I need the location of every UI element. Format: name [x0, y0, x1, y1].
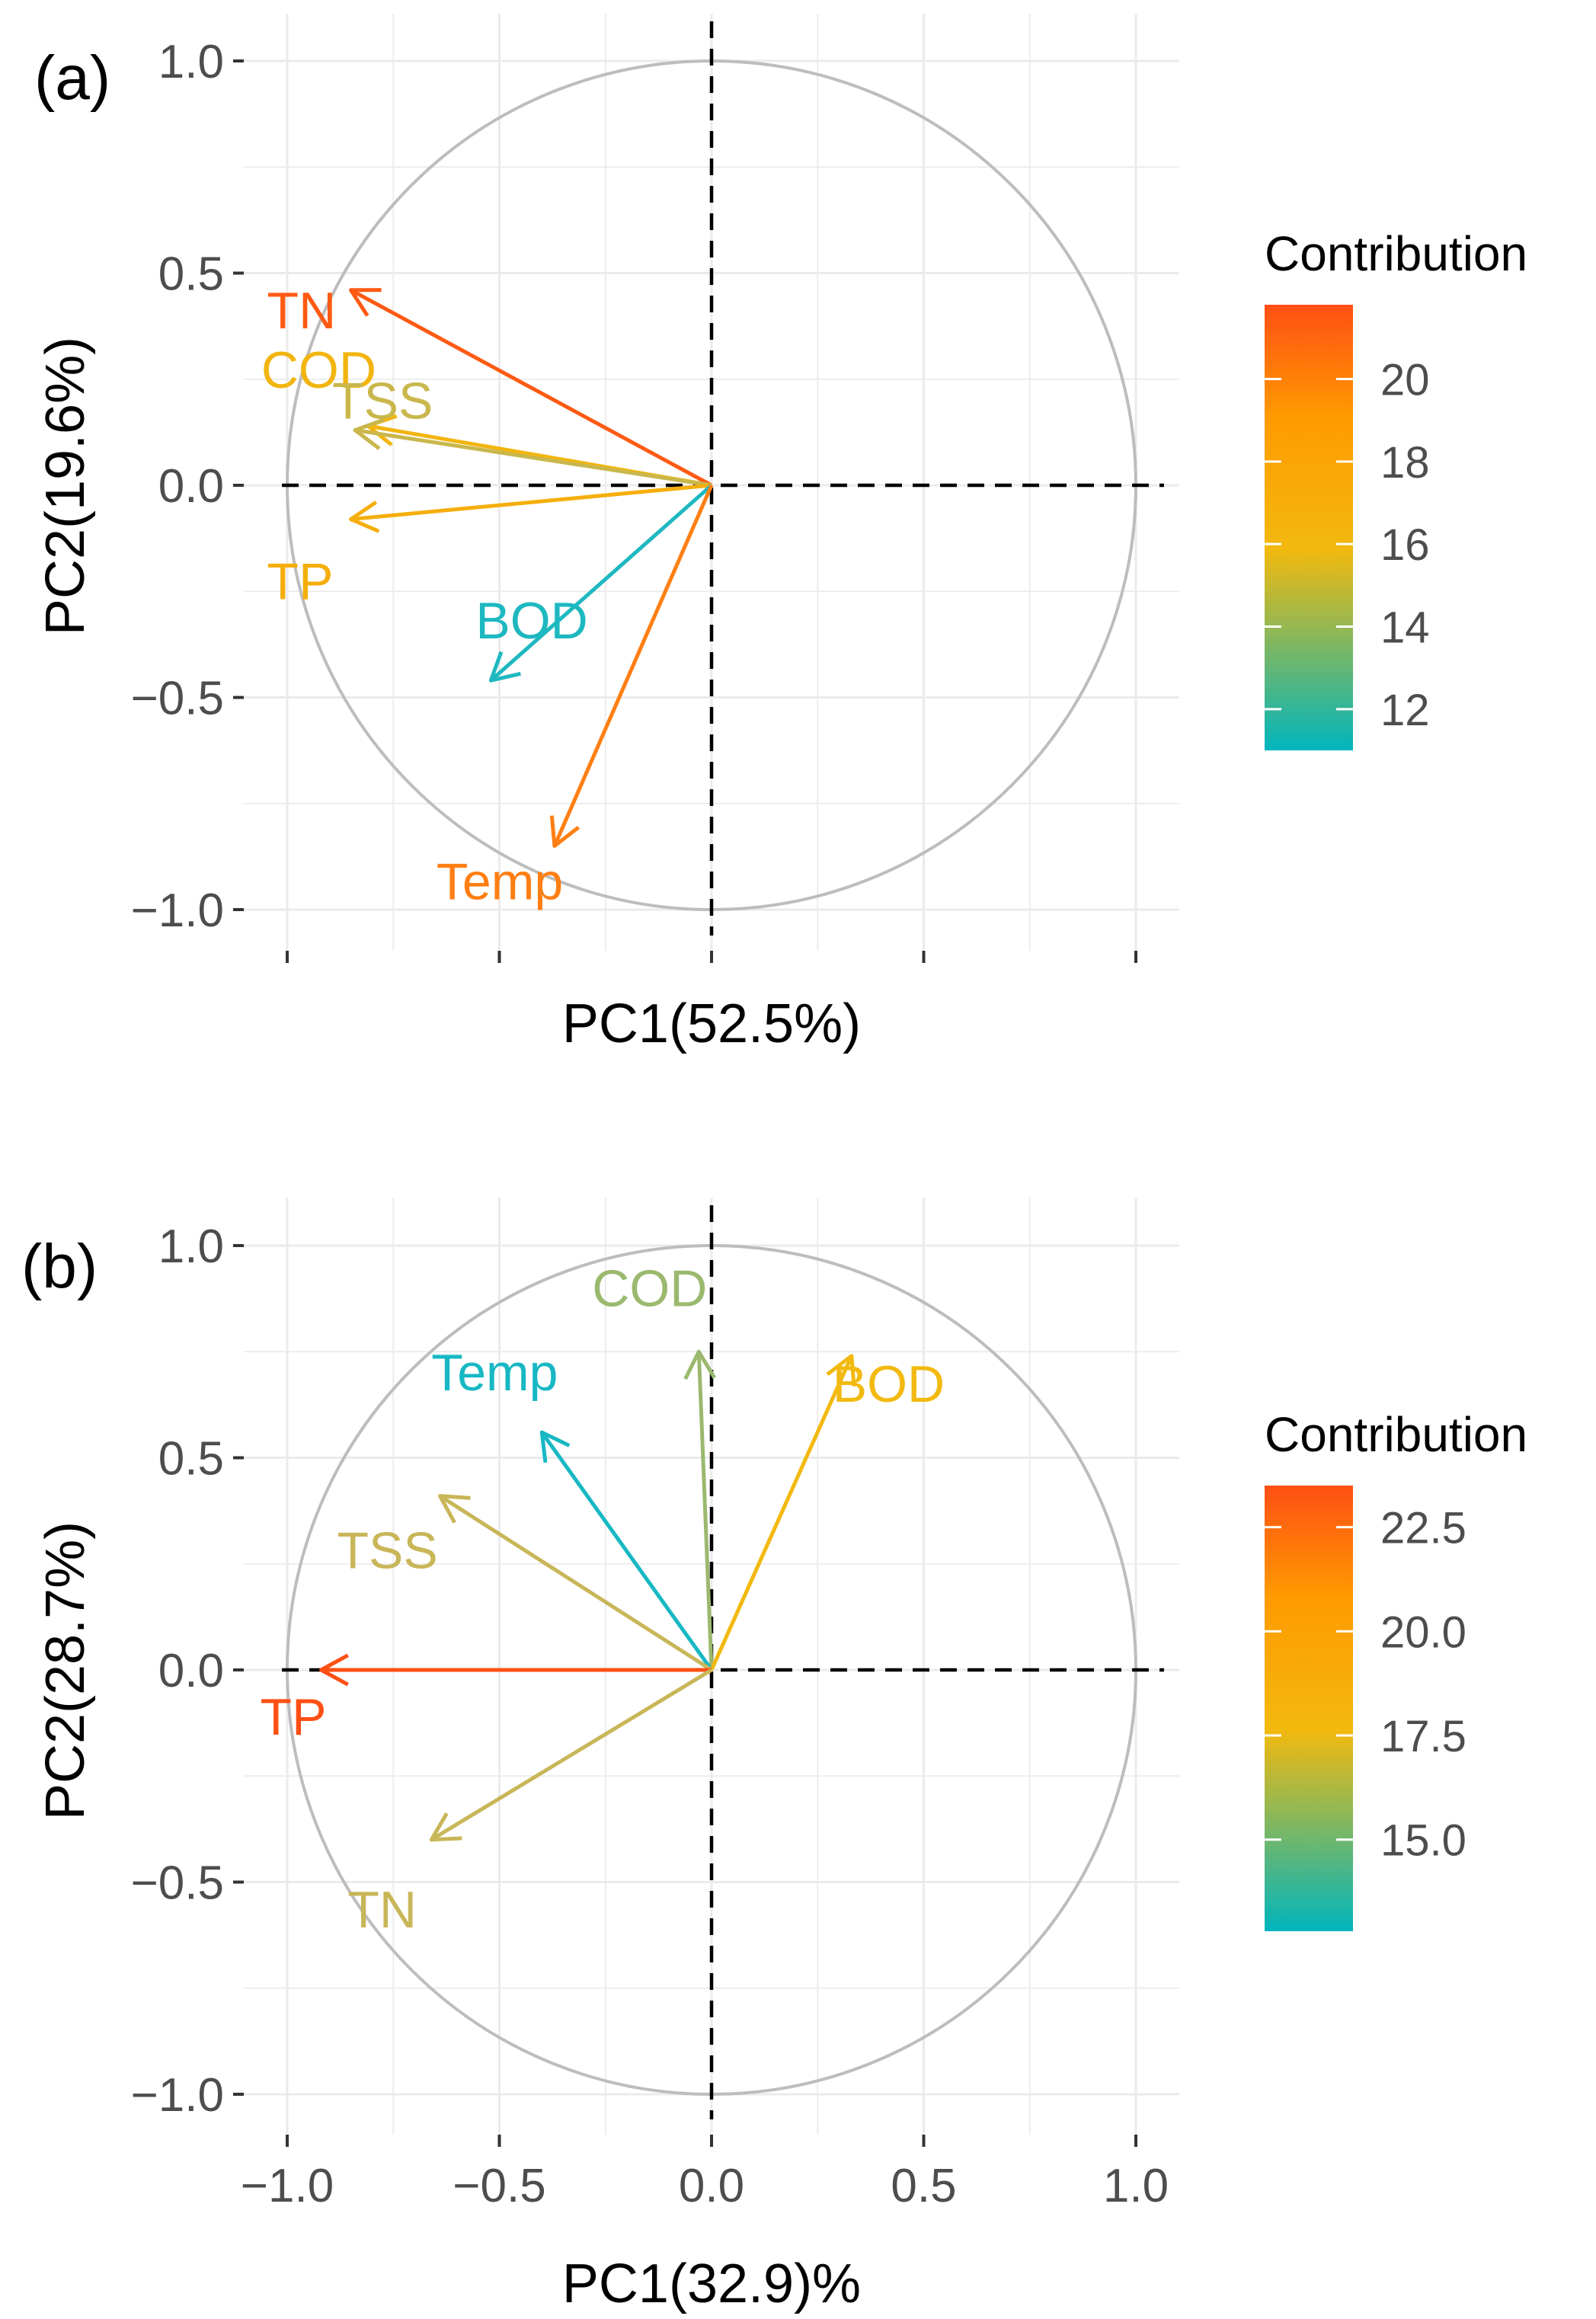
arrow-head	[539, 1430, 571, 1463]
arrow-head	[683, 1349, 716, 1380]
variable-label-bod: BOD	[475, 592, 587, 650]
legend-title-a: Contribution	[1265, 226, 1527, 281]
y-tick-label: 0.0	[158, 460, 224, 513]
variable-vector-bod: BOD	[475, 484, 713, 683]
arrow-shaft	[430, 1668, 713, 1841]
x-axis-label-a: PC1(52.5%)	[562, 993, 861, 1054]
variable-label-cod: COD	[592, 1259, 707, 1317]
y-tick-label: −1.0	[131, 2069, 224, 2122]
variable-label-tn: TN	[267, 282, 337, 340]
arrow-head	[353, 417, 385, 450]
arrow-head	[349, 501, 380, 533]
arrow-shaft	[489, 484, 713, 683]
variable-vector-tss: TSS	[337, 1494, 713, 1672]
variable-label-tn: TN	[347, 1881, 417, 1939]
y-tick-label: −0.5	[131, 1857, 224, 1910]
y-tick-label: 1.0	[158, 1220, 224, 1273]
legend-tick-label: 20.0	[1380, 1607, 1466, 1657]
variable-label-tp: TP	[261, 1688, 327, 1746]
legend-panel-b: Contribution 22.5 20.0 17.5 15.0	[1265, 1407, 1527, 1931]
arrow-shaft	[350, 288, 713, 488]
arrow-head	[549, 815, 581, 848]
arrow-head	[429, 1812, 462, 1842]
variable-vector-cod: COD	[592, 1259, 716, 1671]
legend-tick-label: 20	[1380, 356, 1430, 405]
y-axis-label-b: PC2(28.7%)	[35, 1521, 96, 1820]
variable-vector-tp: TP	[261, 1653, 712, 1746]
x-tick-label: −1.0	[241, 2160, 334, 2212]
x-tick-label: −0.5	[453, 2160, 545, 2212]
legend-colorbar-a	[1265, 305, 1353, 750]
y-axis-label-a: PC2(19.6%)	[35, 337, 96, 635]
x-tick-label: 1.0	[1103, 2160, 1169, 2212]
arrow-shaft	[696, 1351, 714, 1671]
y-tick-label: 0.5	[158, 1433, 224, 1486]
variable-vector-tn: TN	[347, 1668, 713, 1939]
legend-tick-label: 22.5	[1380, 1504, 1466, 1553]
variable-label-cod: COD	[261, 341, 376, 399]
grid-panel-a	[244, 14, 1179, 951]
y-tick-label: −0.5	[131, 673, 224, 725]
legend-tick-label: 12	[1380, 686, 1430, 735]
arrow-shaft	[552, 485, 714, 847]
y-tick-label: 1.0	[158, 36, 224, 88]
panel-label-b: (b)	[21, 1232, 98, 1301]
legend-ticks-b: 22.5 20.0 17.5 15.0	[1265, 1504, 1466, 1866]
x-tick-label: 0.0	[679, 2160, 744, 2212]
arrows-panel-b: COD Temp BOD TSS TP TN	[261, 1259, 945, 1939]
arrow-shaft	[540, 1431, 714, 1671]
variable-vector-tss: TSS	[332, 373, 712, 488]
legend-tick-label: 18	[1380, 438, 1430, 488]
variable-vector-tp: TP	[267, 483, 712, 611]
arrow-shaft	[354, 428, 712, 488]
arrow-head	[319, 1653, 349, 1687]
legend-panel-a: Contribution 20 18 16 14 12	[1265, 226, 1527, 750]
variable-vector-temp: Temp	[431, 1344, 714, 1671]
x-tick-label: 0.5	[891, 2160, 956, 2212]
arrow-shaft	[709, 1355, 854, 1671]
legend-tick-label: 14	[1380, 603, 1430, 653]
variable-vector-bod: BOD	[709, 1354, 945, 1671]
legend-ticks-a: 20 18 16 14 12	[1265, 356, 1430, 735]
legend-colorbar-b	[1265, 1486, 1353, 1931]
variable-label-tp: TP	[267, 553, 334, 611]
y-tick-label: 0.0	[158, 1645, 224, 1697]
legend-tick-label: 15.0	[1380, 1816, 1466, 1866]
legend-tick-label: 16	[1380, 520, 1430, 570]
arrow-head	[349, 288, 382, 317]
legend-tick-label: 17.5	[1380, 1712, 1466, 1761]
y-axis-ticks-a: 1.0 0.5 0.0 −0.5 −1.0	[131, 36, 244, 937]
variable-label-bod: BOD	[833, 1355, 945, 1413]
arrow-shaft	[350, 483, 712, 522]
variable-vector-temp: Temp	[437, 485, 714, 910]
x-axis-ticks-a	[286, 951, 1137, 963]
panel-b: −1.0 −0.5 0.0 0.5 1.0 1.0 0.5 0.0 −0.5 −1.0 COD T…	[21, 1198, 1527, 2314]
x-axis-ticks-b: −1.0 −0.5 0.0 0.5 1.0	[241, 2135, 1169, 2212]
arrow-head	[488, 651, 521, 683]
variable-vector-tn: TN	[267, 282, 713, 488]
y-axis-ticks-b: 1.0 0.5 0.0 −0.5 −1.0	[131, 1220, 244, 2122]
variable-label-temp: Temp	[431, 1344, 558, 1402]
panel-label-a: (a)	[34, 43, 110, 113]
arrow-head	[438, 1494, 471, 1524]
arrow-head	[826, 1354, 856, 1387]
variable-label-tss: TSS	[332, 373, 433, 430]
y-tick-label: −1.0	[131, 884, 224, 937]
x-axis-label-b: PC1(32.9)%	[562, 2253, 861, 2314]
y-tick-label: 0.5	[158, 248, 224, 301]
variable-label-temp: Temp	[437, 852, 563, 910]
arrow-shaft	[439, 1494, 713, 1672]
variable-label-tss: TSS	[337, 1522, 438, 1580]
variable-vector-cod: COD	[261, 341, 712, 488]
legend-title-b: Contribution	[1265, 1407, 1527, 1462]
